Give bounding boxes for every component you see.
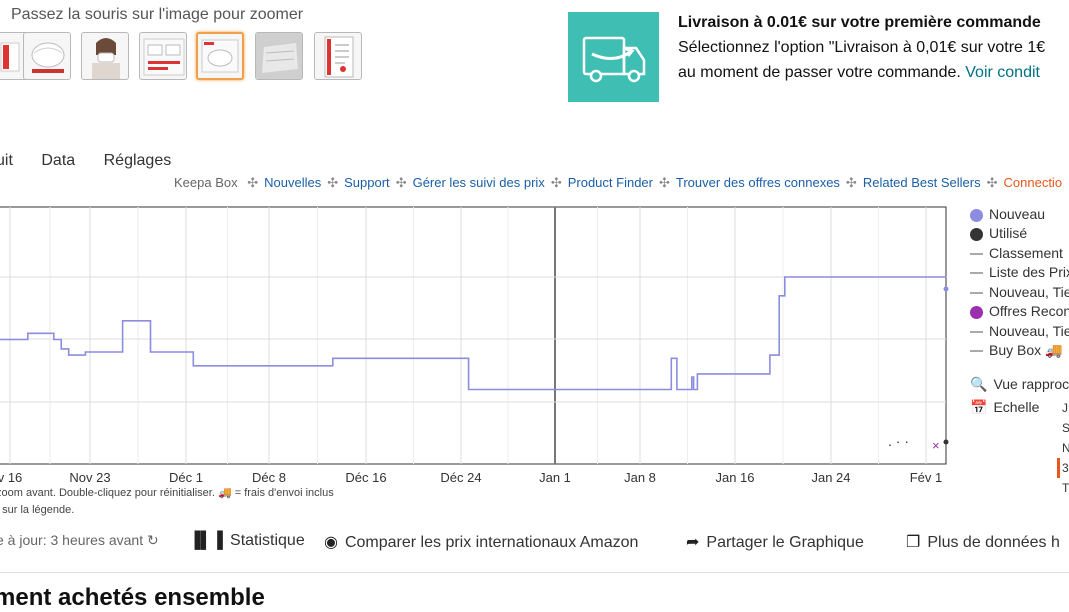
compare-international-button[interactable]: ◉ Comparer les prix internationaux Amazon: [324, 534, 639, 551]
legend-item-liste-prix[interactable]: Liste des Prix: [966, 263, 1069, 281]
frequently-bought-title: ment achetés ensemble: [0, 584, 265, 611]
help-line-2: t sur la légende.: [0, 504, 75, 516]
legend-item-offres-recon[interactable]: Offres Recon: [966, 302, 1069, 320]
x-tick-label: Jan 24: [811, 470, 850, 485]
scale-value-selected[interactable]: 3: [1057, 458, 1069, 478]
delivery-line-2: au moment de passer votre commande. Voir…: [678, 64, 1040, 82]
plot-area: [0, 206, 947, 465]
magnifier-icon: 🔍: [970, 376, 988, 392]
x-tick-label: Déc 16: [345, 470, 386, 485]
legend-item-buy-box[interactable]: Buy Box 🚚: [966, 341, 1062, 359]
shipping-truck-icon: 🚚: [1045, 342, 1063, 358]
keepa-link-1[interactable]: Support: [344, 175, 390, 190]
x-tick-label: Fév 1: [910, 470, 943, 485]
chart-help-text: zoom avant. Double-cliquez pour réinitia…: [0, 485, 334, 519]
thumbnail-6[interactable]: [255, 32, 303, 80]
scale-value[interactable]: J: [1062, 401, 1068, 415]
more-data-button[interactable]: ❐ Plus de données h: [906, 534, 1060, 551]
bar-chart-icon: ▐▌▐: [189, 532, 224, 549]
link-separator-icon: ✣: [327, 175, 339, 190]
legend-line-icon: [970, 292, 983, 295]
keepa-link-0[interactable]: Nouvelles: [264, 175, 322, 190]
delivery-line-1: Sélectionnez l'option "Livraison à 0,01€…: [678, 39, 1046, 56]
used-dots: . · ·: [888, 433, 909, 449]
statistics-button[interactable]: ▐▌▐ Statistique: [189, 532, 305, 549]
scale-value[interactable]: N: [1062, 441, 1069, 455]
thumbnail-3[interactable]: [81, 32, 129, 80]
delivery-conditions-link[interactable]: Voir condit: [965, 64, 1040, 81]
legend-line-icon: [970, 350, 983, 353]
legend-dot-icon: [970, 227, 983, 241]
legend-item-nouveau[interactable]: Nouveau: [966, 205, 1045, 223]
series-end-point[interactable]: [943, 286, 949, 292]
refresh-icon[interactable]: ↻: [147, 532, 159, 548]
keepa-link-bar: Keepa Box ✣ Nouvelles ✣ Support ✣ Gérer les s…: [174, 175, 1062, 191]
x-tick-label: Jan 1: [539, 470, 571, 485]
tab-data[interactable]: Data: [41, 152, 76, 169]
scale-selector[interactable]: 📅 Echelle: [970, 399, 1040, 415]
zoom-hint: Passez la souris sur l'image pour zoomer: [11, 6, 304, 23]
legend-line-icon: [970, 272, 983, 275]
legend-line-icon: [970, 331, 983, 334]
keepa-link-3[interactable]: Product Finder: [567, 175, 653, 190]
shipping-truck-icon: 🚚: [217, 487, 232, 499]
price-history-chart[interactable]: v 16 Nov 23 Déc 1 Déc 8 Déc 16 Déc 24 Jan 1 Jan…: [0, 205, 960, 500]
delivery-truck-icon: [568, 12, 659, 102]
legend-item-utilise[interactable]: Utilisé: [966, 224, 1027, 242]
share-chart-button[interactable]: ➦ Partager le Graphique: [686, 534, 864, 551]
series-line-nouveau[interactable]: [0, 276, 947, 391]
scale-values: J S N 3 T: [1057, 398, 1069, 498]
thumbnail-7[interactable]: [314, 32, 362, 80]
legend-dot-icon: [970, 208, 983, 222]
thumbnail-2[interactable]: [23, 32, 71, 80]
tab-produit[interactable]: uit: [0, 152, 13, 169]
section-divider: [0, 572, 1069, 573]
keepa-link-4[interactable]: Trouver des offres connexes: [675, 175, 840, 190]
link-separator-icon: ✣: [986, 175, 998, 190]
link-separator-icon: ✣: [658, 175, 670, 190]
legend-item-nouveau-tiers[interactable]: Nouveau, Tie: [966, 283, 1069, 301]
thumbnail-4[interactable]: [139, 32, 187, 80]
last-updated: e à jour: 3 heures avant ↻: [0, 532, 159, 548]
globe-icon: ◉: [324, 534, 338, 551]
x-tick-label: Jan 8: [624, 470, 656, 485]
share-arrow-icon: ➦: [686, 534, 700, 551]
keepa-link-2[interactable]: Gérer les suivi des prix: [412, 175, 545, 190]
legend-item-nouveau-tiers-2[interactable]: Nouveau, Tie: [966, 322, 1069, 340]
keepa-box-label: Keepa Box: [174, 175, 238, 190]
x-tick-label: v 16: [0, 470, 22, 485]
scale-value[interactable]: S: [1062, 421, 1069, 435]
legend-dot-icon: [970, 305, 983, 319]
legend-item-classement[interactable]: Classement: [966, 244, 1063, 262]
x-tick-label: Déc 1: [169, 470, 203, 485]
thumbnail-5-selected[interactable]: [196, 32, 244, 80]
tab-reglages[interactable]: Réglages: [103, 152, 172, 169]
refurbished-marker[interactable]: ×: [932, 438, 940, 453]
link-separator-icon: ✣: [845, 175, 857, 190]
x-tick-label: Nov 23: [69, 470, 110, 485]
link-separator-icon: ✣: [550, 175, 562, 190]
link-separator-icon: ✣: [395, 175, 407, 190]
keepa-link-5[interactable]: Related Best Sellers: [862, 175, 981, 190]
calendar-icon: 📅: [970, 399, 988, 415]
x-tick-label: Déc 24: [440, 470, 481, 485]
legend-line-icon: [970, 253, 983, 256]
used-end-point[interactable]: [943, 439, 949, 445]
connection-link[interactable]: Connectio: [1003, 175, 1063, 190]
keepa-tabs: uit Data Réglages: [0, 152, 195, 170]
help-line-1: zoom avant. Double-cliquez pour réinitia…: [0, 487, 215, 499]
copy-icon: ❐: [906, 534, 921, 551]
delivery-line-2-text: au moment de passer votre commande.: [678, 64, 961, 81]
x-tick-label: Déc 8: [252, 470, 286, 485]
zoom-view-button[interactable]: 🔍 Vue rapproc: [970, 376, 1069, 392]
delivery-title: Livraison à 0.01€ sur votre première com…: [678, 14, 1041, 31]
help-line-1b: = frais d'envoi inclus: [234, 487, 334, 499]
x-tick-label: Jan 16: [715, 470, 754, 485]
link-separator-icon: ✣: [247, 175, 259, 190]
scale-value[interactable]: T: [1062, 481, 1069, 495]
